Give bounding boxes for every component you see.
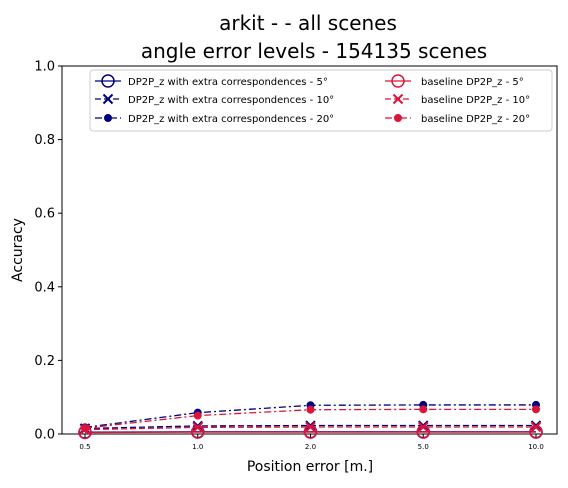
chart-title-line1: arkit - - all scenes: [219, 11, 397, 35]
x-axis-label: Position error [m.]: [247, 459, 373, 475]
legend: DP2P_z with extra correspondences - 5° DP…: [90, 70, 552, 131]
legend-entry-2: DP2P_z with extra correspondences - 10°: [95, 95, 334, 107]
legend-marker: [395, 115, 402, 122]
x-tick-label: 1.0: [192, 443, 203, 451]
series-layer: [79, 401, 542, 438]
chart-title-line2: angle error levels - 154135 scenes: [141, 39, 487, 63]
legend-label: DP2P_z with extra correspondences - 20°: [128, 114, 334, 125]
legend-label: baseline DP2P_z - 10°: [421, 95, 530, 106]
y-tick-label: 1.0: [34, 60, 55, 75]
y-axis-label: Accuracy: [10, 218, 26, 282]
data-point: [307, 406, 314, 413]
y-tick-label: 0.0: [34, 428, 55, 443]
legend-entry-3: DP2P_z with extra correspondences - 20°: [95, 114, 334, 125]
x-tick-label: 10.0: [528, 443, 544, 451]
data-point: [82, 425, 89, 432]
data-point: [194, 412, 201, 419]
legend-label: DP2P_z with extra correspondences - 10°: [128, 95, 334, 106]
legend-label: DP2P_z with extra correspondences - 5°: [128, 77, 328, 88]
legend-entry-1: DP2P_z with extra correspondences - 5°: [95, 75, 328, 88]
x-tick-label: 5.0: [418, 443, 429, 451]
y-tick-label: 0.8: [34, 133, 55, 148]
x-tick-label: 0.5: [79, 443, 90, 451]
x-tick-label: 2.0: [305, 443, 316, 451]
data-point: [420, 406, 427, 413]
legend-label: baseline DP2P_z - 5°: [421, 77, 524, 88]
y-tick-label: 0.2: [34, 354, 55, 369]
legend-marker: [105, 115, 112, 122]
data-point: [533, 406, 540, 413]
legend-label: baseline DP2P_z - 20°: [421, 114, 530, 125]
y-tick-label: 0.6: [34, 207, 55, 222]
y-tick-label: 0.4: [34, 280, 55, 295]
